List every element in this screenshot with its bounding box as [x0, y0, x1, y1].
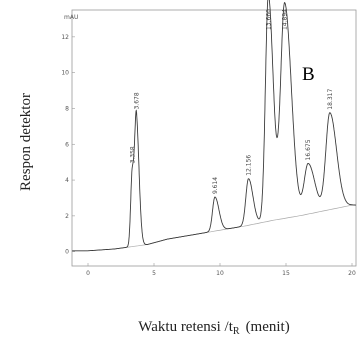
x-axis-title-unit: (menit)	[246, 319, 290, 335]
x-tick-label: 15	[282, 270, 290, 277]
x-tick-label: 0	[86, 270, 90, 277]
chromatogram-trace	[72, 0, 356, 252]
y-axis-title: Respon detektor	[18, 93, 34, 191]
y-tick-label: 6	[65, 141, 69, 148]
peak-label: 12.156	[245, 155, 252, 176]
x-tick-label: 5	[152, 270, 156, 277]
peak-label: 18.317	[327, 89, 334, 110]
y-tick-label: 12	[61, 34, 69, 41]
x-axis-title-main: Waktu retensi /t	[138, 319, 233, 335]
x-axis-title: Waktu retensi /tR (menit)	[138, 319, 289, 337]
plot-frame	[71, 9, 357, 267]
y-tick-label: 4	[65, 177, 69, 184]
x-tick-label: 20	[348, 270, 356, 277]
peak-label: 3.358	[129, 146, 136, 163]
peak-label: 13.660	[265, 9, 272, 30]
x-tick-label: 10	[216, 270, 224, 277]
y-tick-label: 8	[65, 105, 69, 112]
y-tick-label: 10	[61, 70, 69, 77]
y-tick-label: 0	[65, 249, 69, 256]
peak-labels: 3.358 3.678 9.614 12.156 13.660 14.894 16.675 1…	[129, 9, 333, 194]
unit-label: mAU	[64, 14, 78, 21]
panel-letter: B	[302, 64, 315, 85]
peak-label: 16.675	[305, 139, 312, 160]
peak-label: 3.678	[134, 92, 141, 109]
y-axis-ticks: 0 2 4 6 8 10 12	[61, 34, 75, 256]
x-axis-title-subscript: R	[233, 326, 240, 337]
y-tick-label: 2	[65, 213, 69, 220]
peak-label: 14.894	[282, 9, 289, 30]
peak-label: 9.614	[212, 177, 219, 194]
x-axis-ticks: 0 5 10 15 20	[86, 263, 356, 277]
